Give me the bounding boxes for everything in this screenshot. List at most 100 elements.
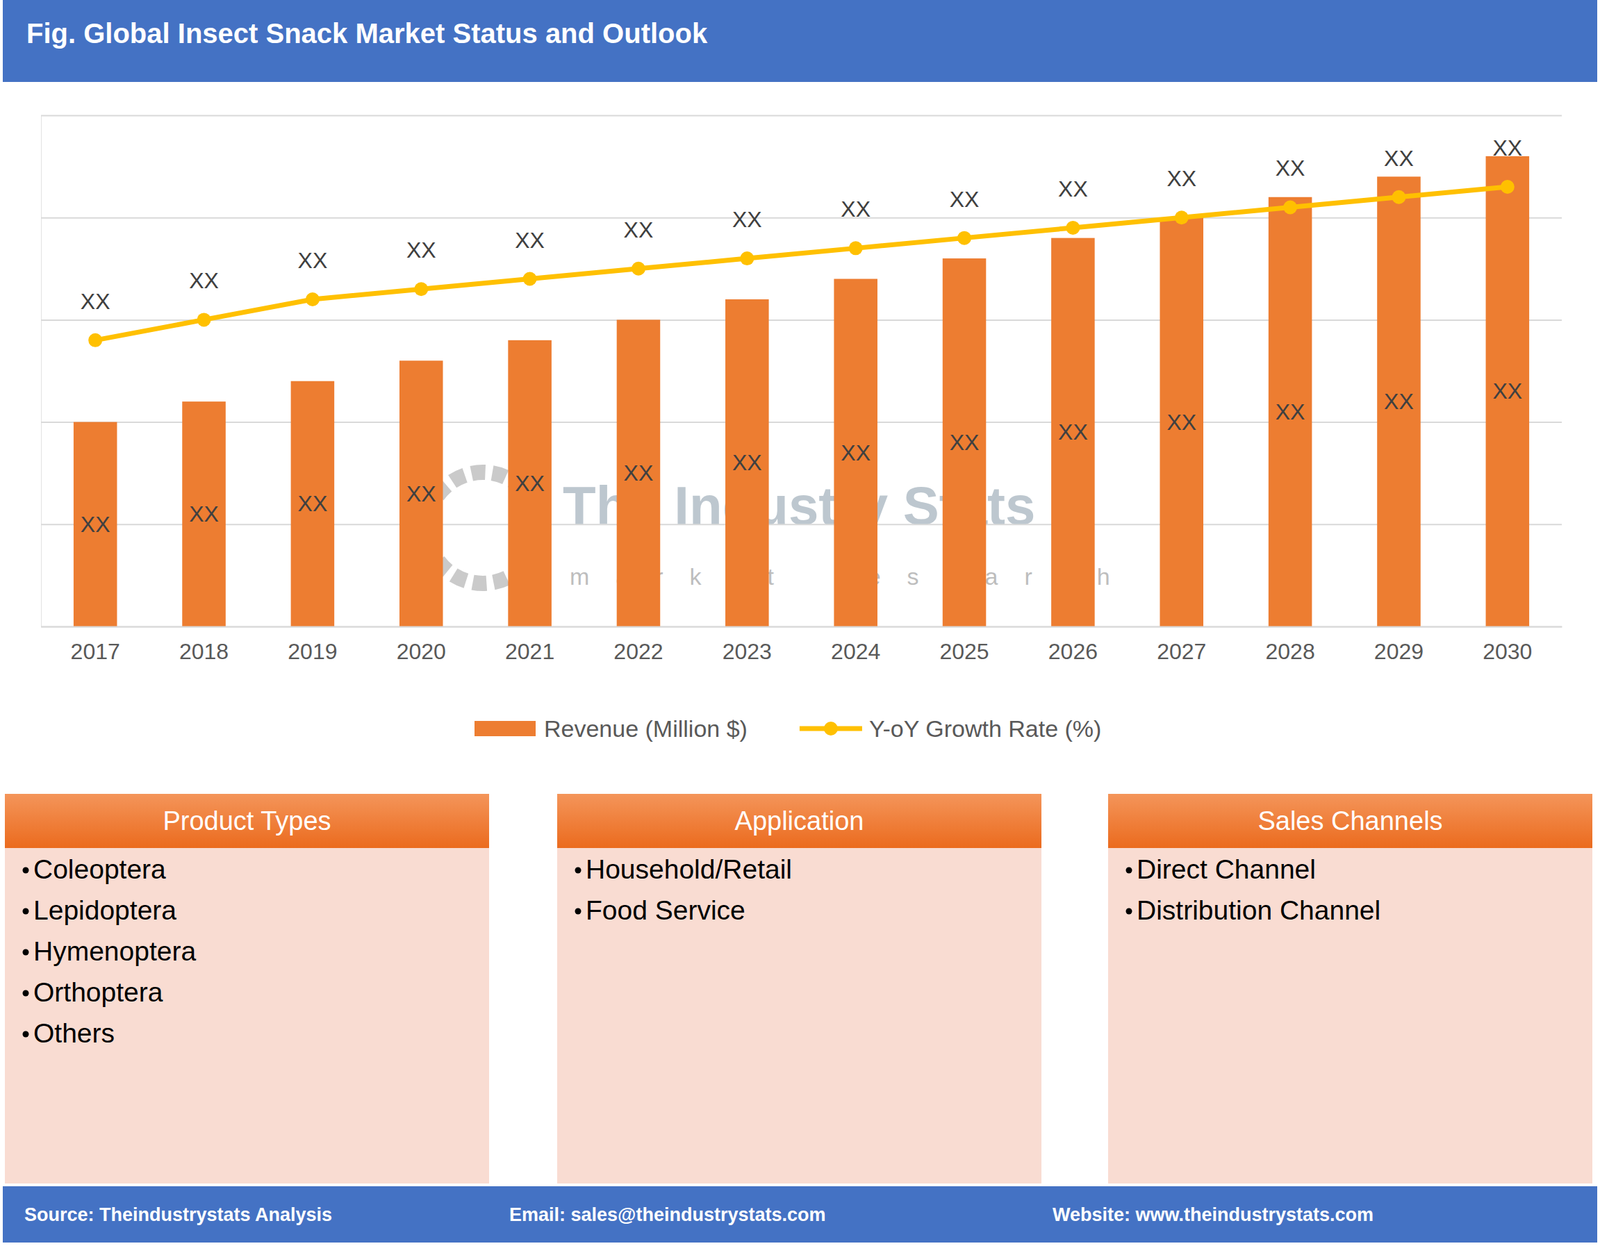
x-tick: 2022 bbox=[613, 626, 663, 665]
panel-header bbox=[4, 794, 490, 849]
bar-label: XX bbox=[406, 481, 437, 507]
marker bbox=[305, 292, 320, 307]
bullet bbox=[22, 990, 30, 997]
grid-tick bbox=[40, 217, 1562, 219]
grid-tick bbox=[40, 319, 1562, 321]
x-tick: 2029 bbox=[1374, 626, 1424, 665]
bar-label: XX bbox=[1492, 378, 1523, 404]
legend-label: Y-oY Growth Rate (%) bbox=[869, 715, 1102, 742]
x-tick: 2021 bbox=[505, 626, 555, 665]
data-labels: XXXXXXXXXXXXXXXXXXXXXXXXXXXXXXXXXXXXXXXX… bbox=[80, 135, 1523, 538]
x-tick-label: 2024 bbox=[830, 639, 881, 665]
x-tick: 2027 bbox=[1156, 626, 1207, 665]
grid-line bbox=[40, 626, 1562, 629]
line bbox=[95, 186, 1508, 341]
x-tick: 2028 bbox=[1265, 626, 1316, 665]
x-tick-label: 2019 bbox=[287, 639, 337, 665]
bar-label: XX bbox=[623, 460, 654, 486]
x-tick-label: 2022 bbox=[613, 639, 663, 665]
marker bbox=[1500, 179, 1515, 194]
bar-label: XX bbox=[1166, 409, 1197, 435]
x-tick: 2026 bbox=[1048, 626, 1098, 665]
panel-body bbox=[557, 794, 1042, 1184]
panel-item: Hymenoptera bbox=[33, 936, 196, 967]
panel-item: Others bbox=[33, 1018, 115, 1049]
panel-body bbox=[4, 794, 490, 1184]
legend-item: Y-oY Growth Rate (%) bbox=[799, 715, 1102, 742]
line-label: XX bbox=[949, 186, 980, 212]
legend-label: Revenue (Million $) bbox=[543, 715, 748, 742]
grid-tick bbox=[40, 422, 1562, 424]
panel-item: Food Service bbox=[585, 895, 746, 926]
bar bbox=[182, 401, 226, 627]
x-tick-label: 2021 bbox=[505, 639, 555, 665]
marker bbox=[88, 333, 103, 348]
panel-item: Distribution Channel bbox=[1136, 895, 1381, 926]
bullet bbox=[575, 908, 582, 915]
legend-swatch bbox=[474, 721, 536, 737]
grid-tick bbox=[40, 115, 1562, 117]
grid-line bbox=[40, 217, 1562, 219]
bar-label: XX bbox=[188, 501, 219, 527]
chart-title: Fig. Global Insect Snack Market Status a… bbox=[26, 18, 708, 49]
legend: Revenue (Million $) Y-oY Growth Rate (%) bbox=[474, 715, 1102, 742]
grid-line bbox=[40, 319, 1562, 321]
x-tick-label: 2017 bbox=[70, 639, 121, 665]
x-tick: 2023 bbox=[722, 626, 772, 665]
x-tick: 2030 bbox=[1482, 626, 1532, 665]
line-label: XX bbox=[1275, 155, 1306, 181]
line-label: XX bbox=[298, 248, 328, 274]
line-label: XX bbox=[188, 268, 219, 294]
bullet bbox=[22, 908, 30, 915]
line-label: XX bbox=[623, 217, 654, 243]
bar bbox=[725, 299, 770, 627]
marker bbox=[1065, 220, 1080, 235]
bar bbox=[1486, 156, 1530, 627]
panel: Product TypesColeopteraLepidopteraHymeno… bbox=[4, 794, 490, 1184]
bullet bbox=[22, 1031, 30, 1038]
grid-line bbox=[40, 421, 1562, 424]
footer-band bbox=[2, 1186, 1598, 1243]
line-label: XX bbox=[1058, 176, 1088, 202]
header-band bbox=[2, 0, 1598, 82]
bar bbox=[1159, 217, 1204, 627]
bar bbox=[1268, 197, 1313, 627]
footer-email: Email: sales@theindustrystats.com bbox=[509, 1204, 826, 1226]
line-label: XX bbox=[1166, 166, 1197, 192]
bar-label: XX bbox=[1383, 389, 1414, 415]
x-tick-label: 2029 bbox=[1374, 639, 1424, 665]
line-label: XX bbox=[732, 207, 763, 233]
line-label: XX bbox=[406, 237, 437, 263]
grid-line bbox=[40, 523, 1562, 526]
panel-item: Orthoptera bbox=[33, 977, 164, 1008]
marker bbox=[848, 241, 863, 255]
y-axis-line bbox=[41, 116, 1563, 628]
marks bbox=[73, 156, 1530, 627]
marker bbox=[414, 282, 428, 296]
marker bbox=[957, 231, 972, 246]
line-label: XX bbox=[514, 227, 545, 253]
page: Fig. Global Insect Snack Market Status a… bbox=[0, 0, 1600, 1246]
x-tick: 2019 bbox=[287, 626, 337, 665]
bar bbox=[1376, 176, 1421, 627]
bullet bbox=[22, 867, 30, 874]
panel-title: Product Types bbox=[162, 806, 331, 836]
bullet bbox=[1126, 867, 1133, 874]
bar bbox=[616, 319, 661, 627]
panel-item: Household/Retail bbox=[585, 854, 793, 885]
x-tick-label: 2028 bbox=[1265, 639, 1316, 665]
x-tick: 2025 bbox=[939, 626, 989, 665]
footer-website: Website: www.theindustrystats.com bbox=[1052, 1204, 1374, 1226]
line-label: XX bbox=[1492, 135, 1523, 161]
bullet bbox=[575, 867, 582, 874]
grid-tick bbox=[40, 524, 1562, 526]
x-tick: 2024 bbox=[830, 626, 881, 665]
grid-tick bbox=[40, 626, 1562, 628]
grid-line bbox=[40, 115, 1562, 117]
bar-label: XX bbox=[840, 440, 871, 466]
bar-label: XX bbox=[1275, 399, 1306, 425]
bar bbox=[942, 258, 987, 627]
legend-item: Revenue (Million $) bbox=[474, 715, 748, 742]
footer-source: Source: Theindustrystats Analysis bbox=[24, 1204, 333, 1226]
bar bbox=[399, 360, 444, 627]
